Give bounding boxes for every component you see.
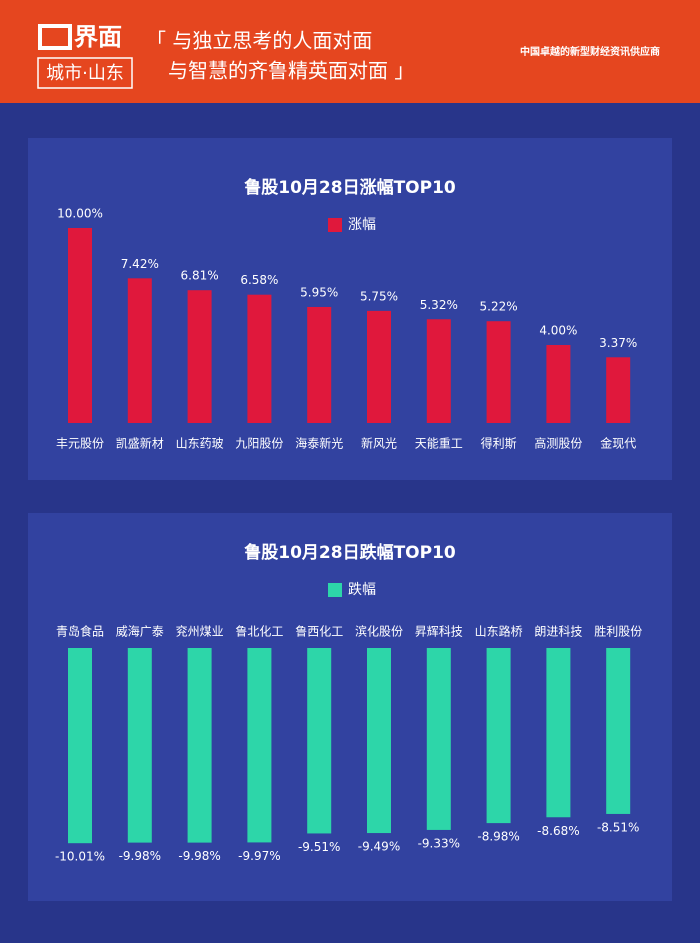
category-label: 胜利股份 [594,624,642,639]
value-label: 7.42% [121,257,159,271]
bar [367,310,391,423]
category-label: 鲁北化工 [235,625,283,639]
chart-title: 鲁股10月28日跌幅TOP10 [244,542,456,563]
bar [606,357,631,423]
category-label: 金现代 [600,436,636,451]
chart-title: 鲁股10月28日涨幅TOP10 [244,177,456,198]
bar [606,648,631,814]
value-label: 10.00% [57,207,103,221]
value-label: -9.49% [358,840,400,854]
value-label: 5.95% [300,285,338,299]
category-label: 得利斯 [481,436,517,451]
bar [546,345,571,423]
category-label: 兖州煤业 [176,624,224,639]
legend-swatch [328,218,342,232]
legend-label: 涨幅 [348,217,376,233]
category-label: 鲁西化工 [295,625,343,639]
value-label: -9.98% [178,849,220,863]
bar [486,648,511,824]
value-label: -8.51% [597,820,639,834]
category-label: 凯盛新材 [116,436,164,451]
legend-label: 跌幅 [348,582,376,598]
value-label: -10.01% [55,850,105,864]
category-label: 海泰新光 [295,436,343,451]
panel [28,513,672,901]
category-label: 威海广泰 [116,624,164,639]
category-label: 新风光 [361,436,397,451]
value-label: 6.58% [240,273,278,287]
header-band [0,0,700,103]
category-label: 丰元股份 [56,437,104,451]
slogan: 「 与独立思考的人面对面 [146,29,372,53]
bar [247,648,272,843]
bar [307,306,332,423]
bar [68,228,92,423]
bar [546,648,571,818]
bar [247,294,272,423]
logo-text: 界面 [74,23,122,51]
bar [187,648,212,843]
bar [426,319,451,423]
bar [307,648,332,834]
bar [127,648,152,843]
value-label: -8.98% [477,830,519,844]
bar [68,648,92,844]
value-label: 5.75% [360,289,398,303]
category-label: 天能重工 [415,437,463,451]
legend-swatch [328,583,342,597]
category-label: 滨化股份 [355,624,403,639]
value-label: 3.37% [599,336,637,350]
bar [367,648,391,834]
category-label: 山东路桥 [475,624,523,639]
value-label: -9.97% [238,849,280,863]
value-label: 5.22% [480,300,518,314]
tagline: 中国卓越的新型财经资讯供应商 [520,45,660,58]
category-label: 高测股份 [534,436,582,451]
bar [187,290,212,423]
value-label: 6.81% [181,269,219,283]
category-label: 山东药玻 [176,437,224,451]
category-label: 青岛食品 [56,624,104,639]
slogan: 与智慧的齐鲁精英面对面 」 [168,59,414,83]
category-label: 九阳股份 [235,437,283,451]
value-label: -9.98% [119,849,161,863]
value-label: 5.32% [420,298,458,312]
city-text: 城市·山东 [46,63,124,84]
bar [127,278,152,423]
category-label: 朗进科技 [534,625,582,639]
bar [426,648,451,830]
bar [486,321,511,423]
value-label: -8.68% [537,824,579,838]
value-label: -9.51% [298,840,340,854]
city-box [37,57,133,89]
value-label: -9.33% [418,836,460,850]
category-label: 昇辉科技 [415,625,463,639]
logo-icon [38,24,72,50]
value-label: 4.00% [539,324,577,338]
